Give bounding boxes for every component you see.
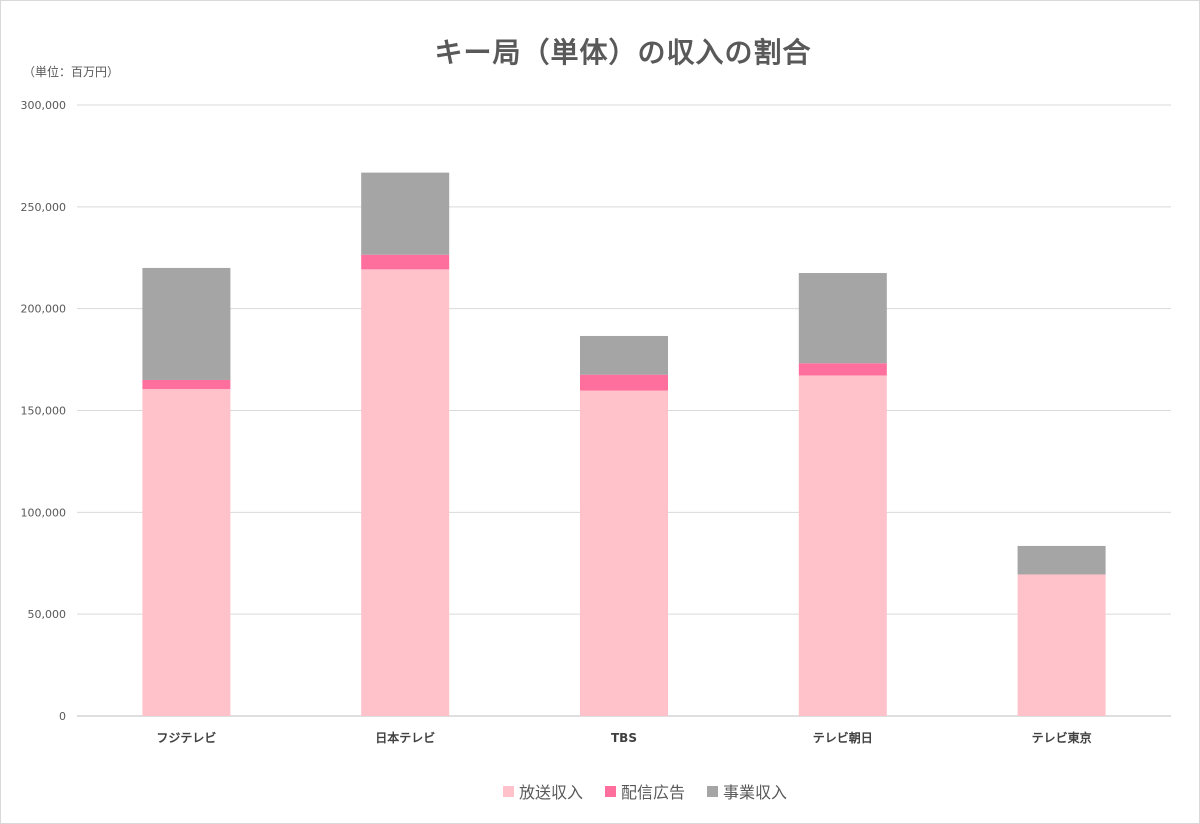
bar-segment-3 [1017,545,1106,575]
bar-segment-1 [361,269,450,716]
x-axis-category-labels: フジテレビ 日本テレビ TBS テレビ朝日 テレビ東京 [156,730,1091,745]
y-tick-label: 250,000 [21,201,67,214]
unit-label: （単位：百万円） [23,65,120,79]
bar-chart: 0 50,000 100,000 150,000 200,000 250,000 300,0… [21,99,1171,745]
legend-label: 配信広告 [620,783,685,802]
legend-label: 事業収入 [723,783,788,802]
chart-title: キー局（単体）の収入の割合 [434,36,812,69]
legend-label: 放送収入 [518,783,583,802]
legend-swatch [707,785,718,797]
legend: 放送収入 配信広告 事業収入 [1,779,1200,803]
bar-segment-3 [580,335,668,375]
y-tick-label: 100,000 [21,506,67,519]
category-label: フジテレビ [156,730,216,745]
bar-segment-3 [798,273,887,364]
bar-stacks [142,172,1106,716]
legend-swatch [502,785,514,797]
bar-segment-2 [361,254,450,270]
bar-segment-2 [798,363,887,376]
category-label: テレビ東京 [1032,730,1092,745]
bar-segment-2 [142,379,231,390]
bar-segment-3 [142,267,231,380]
legend-item: 事業収入 [707,779,787,803]
legend-item: 放送収入 [502,779,583,803]
y-tick-label: 0 [59,710,66,723]
bar-segment-1 [798,375,887,716]
y-axis-tick-labels: 0 50,000 100,000 150,000 200,000 250,000 300,0… [21,99,67,723]
category-label: 日本テレビ [375,730,435,745]
bar-segment-1 [142,389,231,716]
bar-segment-2 [580,374,668,391]
category-label: テレビ朝日 [813,730,873,745]
legend-swatch [604,785,616,797]
category-label: TBS [611,731,637,745]
y-tick-label: 200,000 [21,303,67,316]
bar-segment-1 [1017,574,1106,716]
legend-item: 配信広告 [604,779,685,803]
bar-segment-3 [361,172,450,255]
y-tick-label: 50,000 [28,608,67,621]
bar-segment-1 [580,390,668,716]
y-tick-label: 150,000 [21,405,67,418]
y-tick-label: 300,000 [21,99,67,112]
